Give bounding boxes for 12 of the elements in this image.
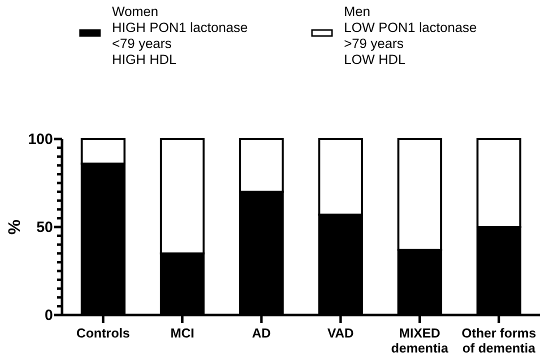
x-tick-label: VAD (327, 326, 354, 341)
legend-label: Women HIGH PON1 lactonase <79 years HIGH HDL (112, 4, 248, 67)
y-tick-label: 0 (44, 306, 53, 324)
x-tick-label: MIXED dementia (391, 326, 450, 356)
y-tick-label: 50 (36, 218, 53, 236)
y-axis-title: % (5, 219, 24, 235)
x-tick-label: AD (252, 326, 271, 341)
x-tick-label: Controls (76, 326, 130, 341)
x-tick-label: Other forms of dementia (462, 326, 536, 356)
y-tick-label: 100 (28, 130, 53, 148)
legend-label: Men LOW PON1 lactonase >79 years LOW HDL (344, 4, 477, 67)
x-tick-label: MCI (170, 326, 194, 341)
